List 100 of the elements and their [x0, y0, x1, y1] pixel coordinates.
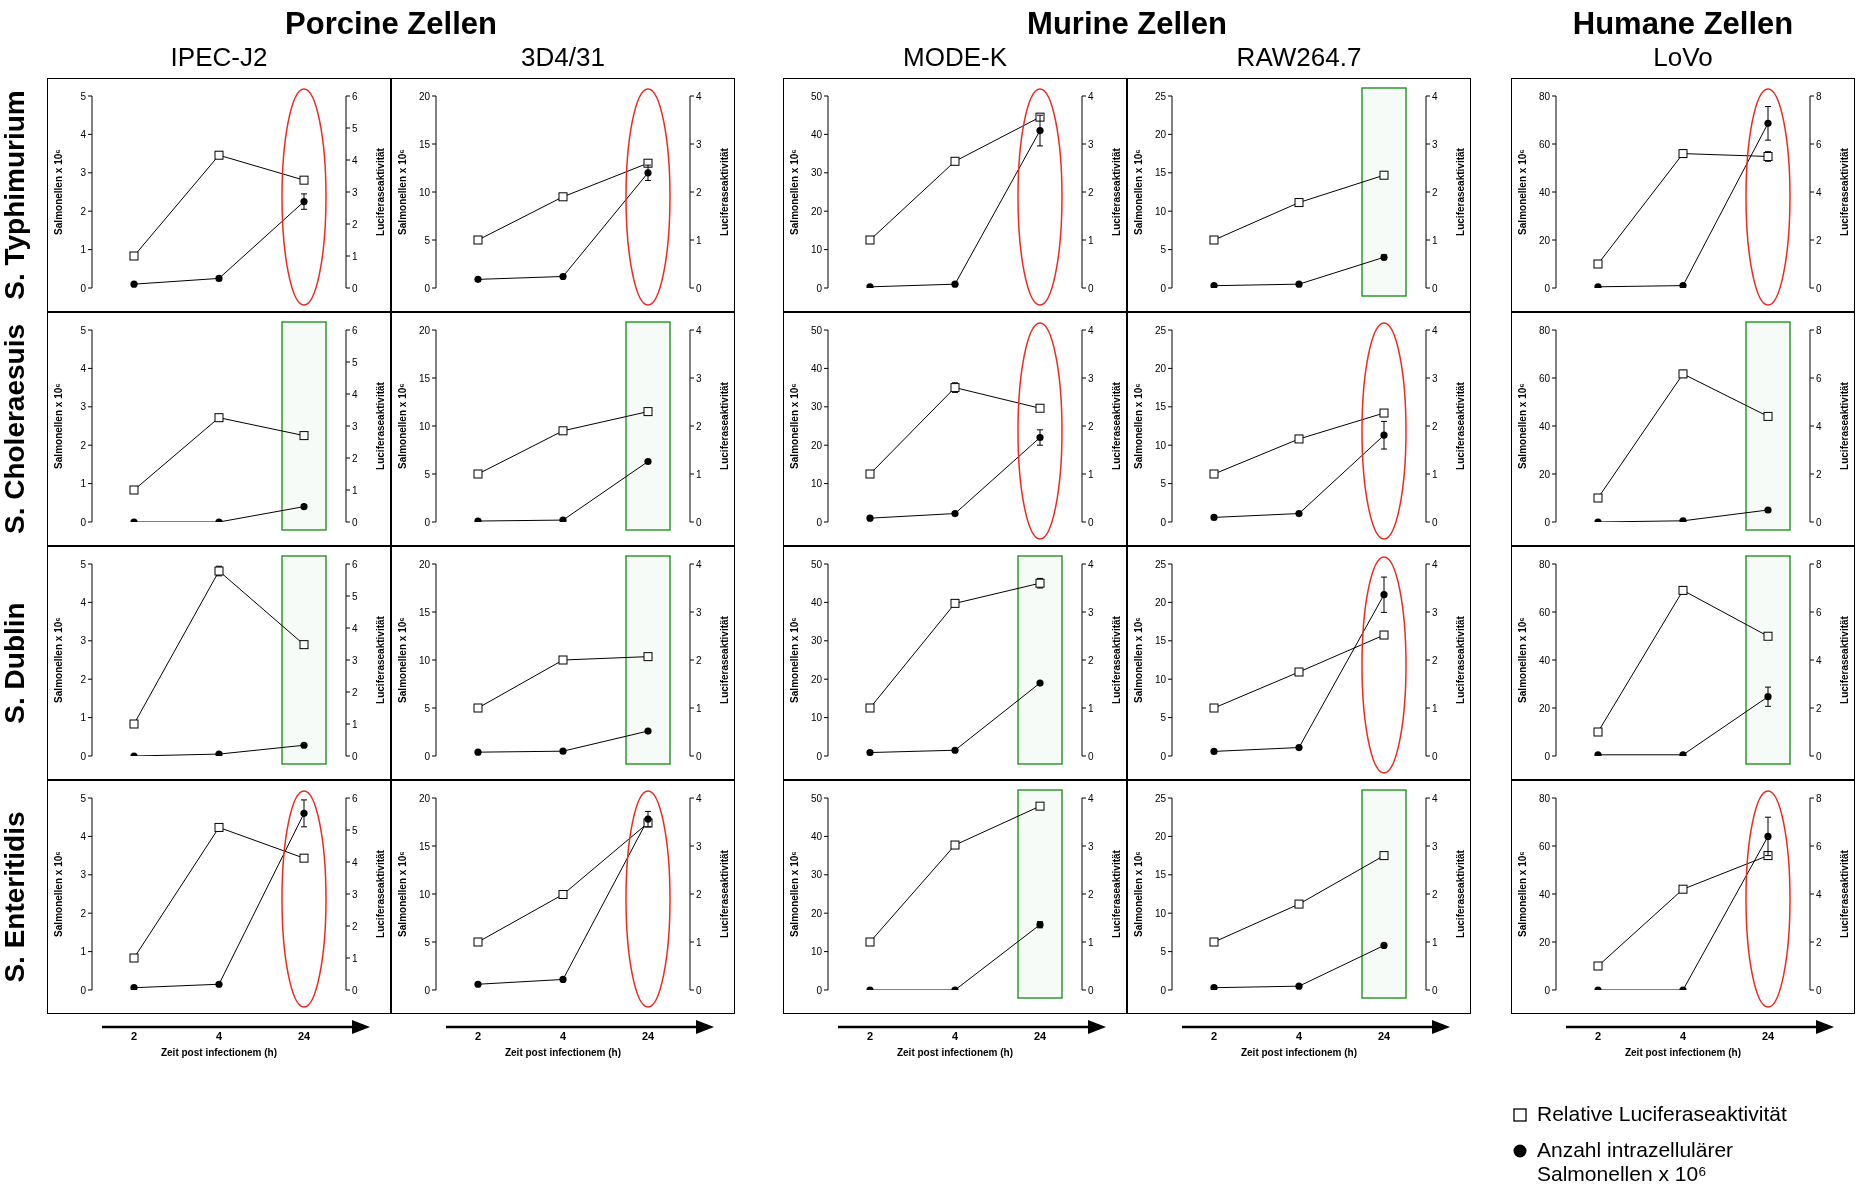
y-tick-label: 2 — [80, 439, 87, 451]
y2-tick-label: 0 — [1088, 984, 1094, 996]
y-axis-title: Salmonellen x 10⁶ — [396, 149, 408, 235]
y2-tick-label: 2 — [352, 686, 358, 698]
y2-tick-label: 4 — [1816, 186, 1822, 198]
y2-tick-label: 4 — [696, 558, 702, 570]
x-axis-title: Zeit post infectionem (h) — [1624, 1047, 1742, 1058]
y2-tick-label: 3 — [696, 840, 702, 852]
y2-tick-label: 2 — [1432, 654, 1438, 666]
y-tick-label: 25 — [1154, 90, 1167, 102]
y-tick-label: 0 — [424, 750, 431, 762]
y-tick-label: 25 — [1154, 558, 1167, 570]
y-tick-label: 5 — [424, 234, 431, 246]
y-tick-label: 15 — [418, 606, 431, 618]
y-tick-label: 3 — [80, 869, 87, 881]
y-tick-label: 5 — [80, 90, 87, 102]
y2-tick-label: 1 — [352, 484, 358, 496]
y2-tick-label: 2 — [1816, 234, 1822, 246]
y2-axis-title: Luciferaseaktivität — [1838, 615, 1850, 704]
y-tick-label: 10 — [418, 888, 431, 900]
y2-axis-title: Luciferaseaktivität — [1454, 849, 1466, 938]
y-tick-label: 80 — [1538, 558, 1551, 570]
y-tick-label: 0 — [80, 282, 87, 294]
y2-axis-title: Luciferaseaktivität — [1110, 147, 1122, 236]
y-tick-label: 5 — [424, 468, 431, 480]
y2-tick-label: 6 — [1816, 372, 1822, 384]
y2-tick-label: 6 — [352, 558, 358, 570]
y2-tick-label: 4 — [696, 90, 702, 102]
y2-tick-label: 1 — [696, 936, 702, 948]
y2-axis-title: Luciferaseaktivität — [718, 147, 730, 236]
y-tick-label: 10 — [810, 946, 823, 958]
y-tick-label: 1 — [80, 244, 87, 256]
y-tick-label: 60 — [1538, 840, 1551, 852]
y2-tick-label: 8 — [1816, 324, 1822, 336]
y2-tick-label: 1 — [1088, 468, 1094, 480]
y-axis-title: Salmonellen x 10⁶ — [788, 383, 800, 469]
y2-tick-label: 3 — [696, 372, 702, 384]
x-tick-label: 4 — [951, 1029, 959, 1042]
y2-tick-label: 4 — [1432, 90, 1438, 102]
y-tick-label: 3 — [80, 635, 87, 647]
y2-tick-label: 3 — [352, 888, 358, 900]
y2-tick-label: 2 — [1816, 468, 1822, 480]
legend-label: Anzahl intrazellulärer Salmonellen x 10⁶ — [1537, 1138, 1735, 1186]
y2-tick-label: 6 — [1816, 606, 1822, 618]
y-tick-label: 0 — [424, 282, 431, 294]
y-tick-label: 5 — [80, 792, 87, 804]
y-tick-label: 0 — [1160, 516, 1167, 528]
y-tick-label: 5 — [80, 558, 87, 570]
y-tick-label: 0 — [80, 984, 87, 996]
y-tick-label: 5 — [1160, 946, 1167, 958]
y2-tick-label: 1 — [696, 234, 702, 246]
y-tick-label: 40 — [1538, 186, 1551, 198]
y2-axis-title: Luciferaseaktivität — [1454, 147, 1466, 236]
y-axis-title: Salmonellen x 10⁶ — [396, 851, 408, 937]
y2-tick-label: 4 — [352, 856, 358, 868]
y2-tick-label: 8 — [1816, 90, 1822, 102]
y-tick-label: 25 — [1154, 324, 1167, 336]
y2-tick-label: 0 — [1816, 516, 1822, 528]
x-tick-label: 2 — [130, 1029, 138, 1042]
y2-tick-label: 1 — [1432, 234, 1438, 246]
y2-tick-label: 4 — [352, 154, 358, 166]
y-tick-label: 0 — [80, 516, 87, 528]
y-tick-label: 15 — [1154, 635, 1167, 647]
y2-axis-title: Luciferaseaktivität — [374, 381, 386, 470]
y2-axis-title: Luciferaseaktivität — [374, 147, 386, 236]
y2-tick-label: 4 — [696, 324, 702, 336]
y-tick-label: 1 — [80, 478, 87, 490]
y-axis-title: Salmonellen x 10⁶ — [1132, 383, 1144, 469]
y2-tick-label: 6 — [1816, 138, 1822, 150]
y-tick-label: 2 — [80, 907, 87, 919]
y-tick-label: 25 — [1154, 792, 1167, 804]
y2-tick-label: 4 — [1088, 324, 1094, 336]
y-tick-label: 40 — [1538, 888, 1551, 900]
y-tick-label: 1 — [80, 712, 87, 724]
y2-tick-label: 4 — [696, 792, 702, 804]
y2-tick-label: 2 — [1432, 888, 1438, 900]
y2-tick-label: 2 — [1088, 186, 1094, 198]
y2-tick-label: 2 — [1816, 702, 1822, 714]
y-tick-label: 0 — [1544, 516, 1551, 528]
y-axis-title: Salmonellen x 10⁶ — [788, 617, 800, 703]
x-axis-title: Zeit post infectionem (h) — [1240, 1047, 1358, 1058]
y2-axis-title: Luciferaseaktivität — [718, 615, 730, 704]
y-tick-label: 5 — [1160, 244, 1167, 256]
y2-tick-label: 5 — [352, 824, 358, 836]
y2-tick-label: 0 — [352, 282, 358, 294]
y-tick-label: 50 — [810, 324, 823, 336]
y-tick-label: 30 — [810, 167, 823, 179]
y-tick-label: 4 — [80, 362, 87, 374]
y-tick-label: 80 — [1538, 792, 1551, 804]
y-tick-label: 15 — [418, 138, 431, 150]
y2-tick-label: 4 — [1088, 792, 1094, 804]
y-tick-label: 60 — [1538, 606, 1551, 618]
y2-tick-label: 3 — [1432, 606, 1438, 618]
y2-tick-label: 1 — [1432, 936, 1438, 948]
y2-tick-label: 2 — [1088, 888, 1094, 900]
y-tick-label: 30 — [810, 401, 823, 413]
y2-tick-label: 6 — [1816, 840, 1822, 852]
y2-tick-label: 0 — [1816, 282, 1822, 294]
y2-tick-label: 5 — [352, 590, 358, 602]
x-tick-label: 24 — [1761, 1029, 1775, 1042]
